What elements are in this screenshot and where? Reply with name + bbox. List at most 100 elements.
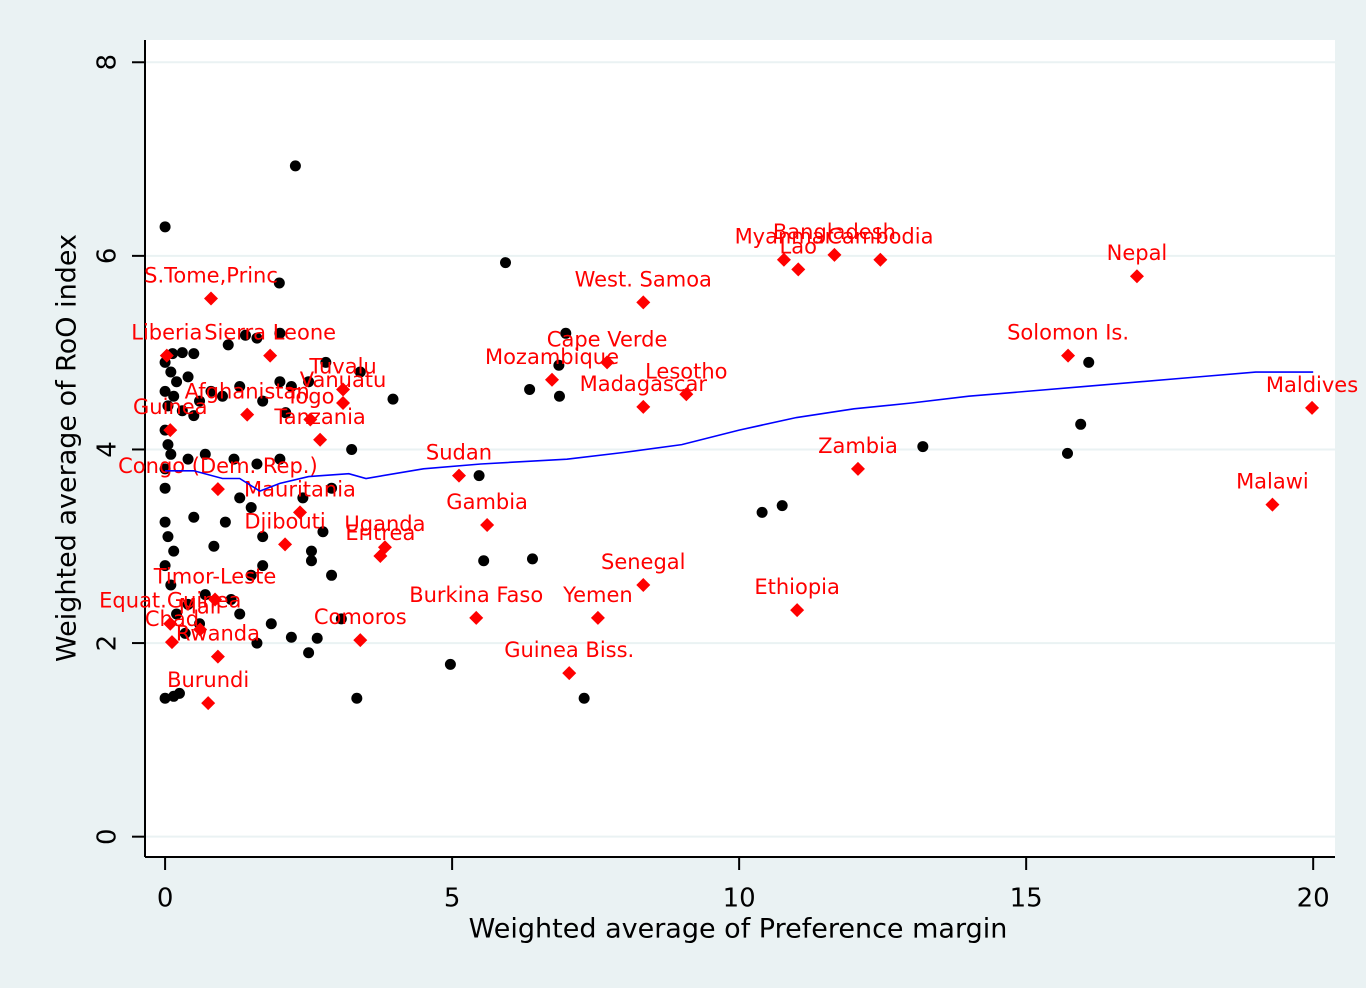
point (219, 516, 231, 528)
point-label: Comoros (314, 605, 407, 629)
diamond-point (1305, 400, 1320, 415)
point-label: Bangladesh (773, 220, 896, 244)
point-label: Djibouti (244, 509, 325, 533)
point (159, 692, 171, 704)
point (257, 531, 269, 543)
diamond-point (590, 610, 605, 625)
point-label: Myanmar (735, 225, 834, 249)
diamond-point (600, 355, 615, 370)
point (285, 381, 297, 393)
point-label: Sudan (426, 441, 492, 465)
point (320, 356, 332, 368)
diamond-point (1061, 348, 1076, 363)
point (245, 569, 257, 581)
diamond-point (776, 252, 791, 267)
point (553, 359, 565, 371)
x-tick-label: 10 (723, 884, 756, 914)
y-tick-label: 4 (93, 441, 123, 458)
point (257, 395, 269, 407)
point (305, 545, 317, 557)
point (159, 385, 171, 397)
point-label: Mauritania (244, 477, 356, 501)
point (317, 526, 329, 538)
point-label: Tuvalu (308, 354, 376, 378)
diamond-point (278, 537, 293, 552)
point (776, 500, 788, 512)
point (265, 618, 277, 630)
point (162, 400, 174, 412)
y-tick-label: 2 (93, 635, 123, 652)
point-label: Senegal (601, 550, 686, 574)
point (354, 366, 366, 378)
point (326, 482, 338, 494)
diamond-point (636, 577, 651, 592)
point (168, 545, 180, 557)
y-tick-label: 8 (93, 54, 123, 71)
point-label: Zambia (818, 434, 898, 458)
point (1083, 356, 1095, 368)
point (188, 348, 200, 360)
point-label: Nepal (1107, 241, 1168, 265)
point (234, 608, 246, 620)
diamond-point (163, 423, 178, 438)
point (228, 453, 240, 465)
point (756, 506, 768, 518)
diamond-point (263, 348, 278, 363)
point (387, 393, 399, 405)
diamond-point (204, 291, 219, 306)
diamond-point (193, 622, 208, 637)
point-label: Eritrea (345, 521, 415, 545)
point (165, 448, 177, 460)
diamond-point (469, 610, 484, 625)
point (553, 390, 565, 402)
point-label: Chad (145, 607, 199, 631)
diamond-point (164, 635, 179, 650)
point-label: S.Tome,Princ (144, 263, 278, 287)
point (289, 160, 301, 172)
point-label: Lao (780, 234, 817, 258)
x-tick-label: 0 (157, 884, 174, 914)
x-tick-label: 15 (1010, 884, 1043, 914)
diamond-point (636, 399, 651, 414)
point (500, 257, 512, 269)
point (159, 482, 171, 494)
point (473, 470, 485, 482)
point (303, 647, 315, 659)
point-label: Maldives (1266, 373, 1358, 397)
point (216, 390, 228, 402)
diamond-point (850, 461, 865, 476)
point (225, 594, 237, 606)
point (326, 569, 338, 581)
point-label: Timor-Leste (153, 565, 277, 589)
point (351, 692, 363, 704)
point-label: Tanzania (273, 405, 365, 429)
point (251, 332, 263, 344)
point (526, 553, 538, 565)
point (162, 439, 174, 451)
point (222, 339, 234, 351)
point-label: Malawi (1236, 470, 1309, 494)
point (335, 613, 347, 625)
point (199, 589, 211, 601)
point (173, 687, 185, 699)
point (274, 453, 286, 465)
point-label: Guinea Biss. (504, 638, 634, 662)
diamond-point (1265, 497, 1280, 512)
point (273, 277, 285, 289)
point (274, 327, 286, 339)
point-label: Equat.Guinea (99, 589, 241, 613)
point (251, 637, 263, 649)
point-label: West. Samoa (575, 267, 712, 291)
point (346, 443, 358, 455)
point (159, 463, 171, 475)
point (234, 492, 246, 504)
point-label: Cambodia (827, 225, 933, 249)
point-label: Burundi (167, 668, 249, 692)
diamond-point (636, 295, 651, 310)
point-label: Guinea (133, 395, 208, 419)
diamond-point (452, 468, 467, 483)
point (1075, 418, 1087, 430)
point (305, 555, 317, 567)
